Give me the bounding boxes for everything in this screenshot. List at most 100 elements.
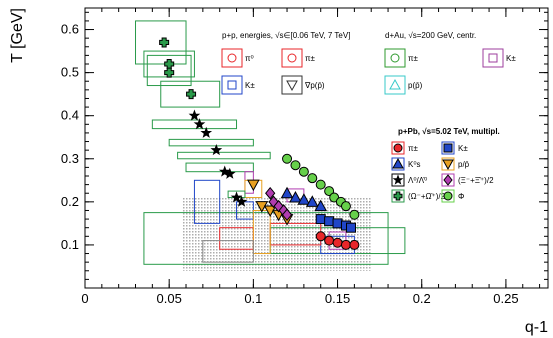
legend-box: [391, 141, 405, 155]
legend-marker: [287, 53, 297, 63]
legend-label: K⁰s: [408, 160, 421, 169]
data-point: [188, 109, 201, 121]
uncertainty-box: [135, 20, 187, 65]
data-point: [340, 239, 351, 250]
legend-filled-markers: π± K± K⁰s p/p̄ Λ⁰/Λ̄⁰ (Ξ⁻+Ξ̄⁺)/2 (Ω⁻+Ω̄⁺)/2 Φ: [391, 141, 494, 203]
legend-label: K±: [458, 144, 468, 153]
data-point: [164, 59, 175, 69]
legend-label: p(p̄): [408, 81, 423, 90]
uncertainty-box: [146, 54, 192, 87]
data-point: [332, 237, 343, 248]
data-point: [305, 195, 319, 207]
legend-box: [391, 189, 405, 203]
x-tick-label: 0.05: [157, 291, 182, 306]
uncertainty-box: [143, 212, 389, 265]
legend-header-ppb: p+Pb, √s=5.02 TeV, multipl.: [398, 127, 500, 136]
legend-box: [441, 141, 455, 155]
y-tick-label: 0.1: [61, 237, 79, 252]
data-point: [298, 166, 309, 177]
legend-label: Λ⁰/Λ̄⁰: [408, 176, 427, 185]
uncertainty-box: [168, 138, 254, 147]
legend-label: π⁰: [245, 54, 254, 63]
x-axis-title: q-1: [525, 319, 548, 336]
data-point: [290, 160, 301, 171]
data-point: [218, 165, 231, 177]
data-point: [235, 195, 248, 207]
uncertainty-box: [160, 80, 221, 108]
y-tick-label: 0.2: [61, 194, 79, 209]
legend-box: [384, 75, 406, 95]
data-point: [349, 239, 360, 250]
data-point: [307, 173, 318, 184]
y-tick-label: 0.6: [61, 22, 79, 37]
legend-box: [281, 75, 303, 95]
legend-marker: [227, 53, 237, 63]
legend-marker: [443, 174, 453, 186]
legend-marker: [390, 53, 400, 63]
data-point: [281, 208, 293, 222]
legend-marker: [393, 191, 403, 201]
legend-header-pp: p+p, energies, √s∈[0.06 TeV, 7 TeV]: [222, 31, 350, 40]
legend-box: [281, 48, 303, 68]
legend-box: [384, 48, 406, 68]
y-axis-title: T [GeV]: [9, 8, 26, 63]
data-point: [159, 37, 170, 48]
legend-label: (Ξ⁻+Ξ̄⁺)/2: [458, 176, 494, 185]
data-point: [324, 235, 335, 246]
data-point: [340, 201, 351, 212]
legend-marker: [488, 53, 498, 63]
legend-marker: [389, 78, 401, 90]
legend-header-dau: d+Au, √s=200 GeV, centr.: [385, 31, 476, 40]
data-point: [315, 214, 326, 225]
legend-marker: [227, 80, 237, 90]
uncertainty-box: [151, 119, 238, 130]
data-point: [223, 167, 236, 179]
data-point: [193, 118, 206, 130]
legend-label: (Ω⁻+Ω̄⁺)/2: [408, 192, 446, 201]
y-tick-label: 0.5: [61, 65, 79, 80]
legend-box: [221, 75, 243, 95]
legend-box: [391, 173, 405, 187]
legend-label: Φ: [458, 192, 464, 201]
data-point: [230, 191, 243, 203]
data-point: [315, 179, 326, 190]
x-tick-label: 0.25: [493, 291, 518, 306]
x-tick-label: 0: [81, 291, 88, 306]
x-tick-label: 0.2: [413, 291, 431, 306]
legend-open-markers: π⁰ π± π± K± K± ∇p(p̄) p(p̄): [221, 48, 516, 95]
legend-box: [441, 173, 455, 187]
data-point: [282, 153, 293, 164]
data-point: [324, 186, 335, 197]
legend-marker: [392, 174, 404, 185]
data-point: [265, 186, 276, 200]
x-axis-ticks: 0 0.05 0.1 0.15 0.2 0.25: [81, 8, 541, 306]
uncertainty-box: [193, 179, 221, 224]
legend-label: π±: [408, 144, 419, 153]
data-point: [247, 179, 260, 192]
plot-frame: [84, 7, 549, 289]
data-point: [200, 126, 213, 138]
uncertainty-box: [177, 151, 271, 160]
legend-marker: [393, 143, 403, 153]
uncertainty-box: [202, 240, 254, 263]
legend-box: [482, 48, 504, 68]
legend-marker: [392, 157, 404, 169]
data-point: [297, 193, 311, 205]
legend-marker: [443, 143, 453, 153]
uncertainty-box-layer: [135, 20, 406, 265]
data-points-layer: [159, 37, 360, 250]
legend-label: π±: [305, 54, 316, 63]
uncertainty-box: [185, 162, 254, 173]
legend-marker: [443, 191, 453, 201]
x-tick-label: 0.15: [325, 291, 350, 306]
data-point: [332, 218, 343, 229]
y-tick-label: 0.3: [61, 151, 79, 166]
data-point: [349, 209, 360, 220]
legend-box: [441, 189, 455, 203]
data-point: [289, 191, 302, 203]
legend-marker: [442, 159, 454, 171]
legend-marker: [286, 80, 298, 92]
data-point: [346, 222, 357, 233]
legend-label: ∇p(p̄): [304, 81, 325, 90]
